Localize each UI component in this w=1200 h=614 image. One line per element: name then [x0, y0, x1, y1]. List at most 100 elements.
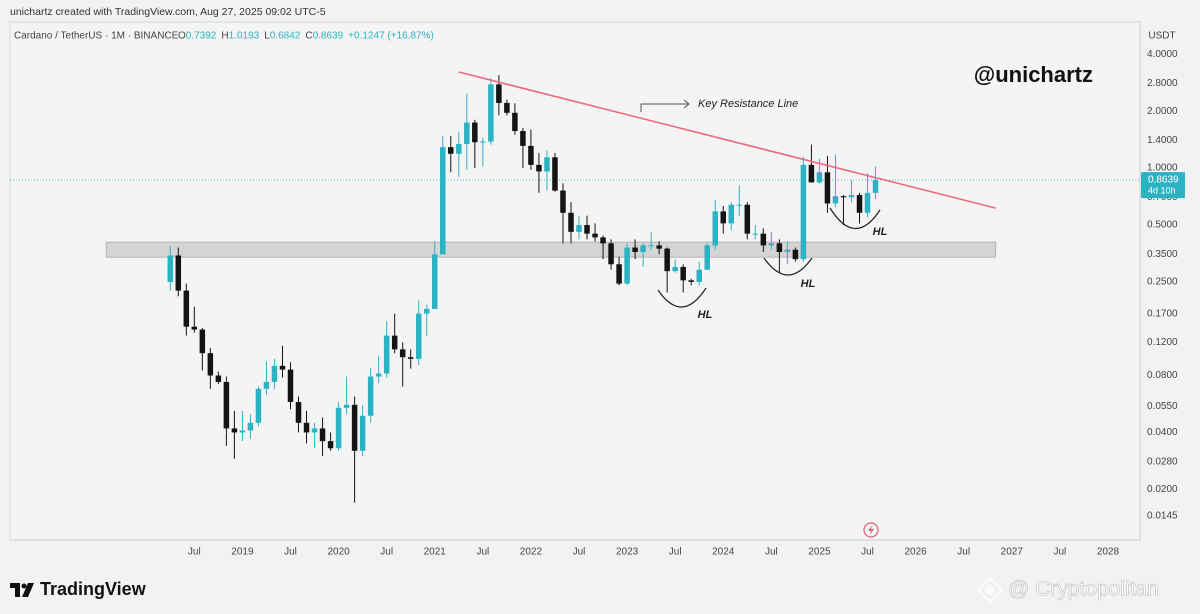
candle	[768, 231, 775, 250]
x-tick-label: 2027	[1001, 547, 1024, 558]
candle	[840, 195, 847, 225]
x-tick-label: Jul	[765, 547, 778, 558]
candle	[480, 137, 486, 167]
candle	[375, 355, 382, 384]
candle-body	[407, 357, 414, 359]
candle-body	[776, 243, 783, 252]
candle-body	[528, 145, 534, 165]
candle	[872, 166, 879, 200]
candle-body	[840, 196, 847, 198]
candle-body	[512, 112, 518, 132]
candle-body	[440, 147, 446, 255]
candle	[407, 349, 414, 369]
candle	[183, 283, 190, 336]
candle	[488, 78, 494, 145]
y-unit: USDT	[1148, 31, 1175, 42]
candle	[624, 243, 630, 286]
candle	[255, 386, 262, 427]
candle-body	[319, 428, 326, 442]
x-tick-label: Jul	[188, 547, 201, 558]
candle-body	[744, 204, 751, 234]
candle	[383, 321, 390, 378]
candle	[415, 300, 422, 365]
candle-body	[656, 245, 662, 249]
candle-body	[552, 157, 558, 191]
legend-value: +0.1247 (+16.87%)	[348, 31, 434, 42]
y-tick-label: 0.3500	[1147, 249, 1178, 260]
legend-key: C	[305, 31, 312, 42]
hl-arc	[829, 207, 881, 229]
candle	[263, 361, 270, 396]
candle	[472, 119, 478, 169]
candle-body	[792, 249, 799, 260]
candle-body	[728, 204, 735, 224]
candle-body	[472, 122, 478, 143]
candle	[640, 243, 646, 267]
x-tick-label: 2020	[327, 547, 350, 558]
x-tick-label: 2021	[424, 547, 447, 558]
candle	[744, 202, 751, 240]
candle-body	[303, 422, 310, 433]
candle-body	[423, 308, 430, 314]
candle	[672, 259, 678, 273]
candle-body	[824, 172, 831, 204]
y-tick-label: 1.0000	[1147, 163, 1178, 174]
candle-body	[415, 313, 422, 359]
candle	[552, 153, 558, 192]
y-tick-label: 0.0145	[1147, 510, 1178, 521]
candle-body	[600, 237, 606, 244]
candle-body	[768, 243, 775, 246]
x-tick-label: 2023	[616, 547, 639, 558]
candle-body	[640, 245, 646, 252]
candle-body	[808, 164, 815, 183]
candle	[568, 202, 574, 244]
candle	[391, 313, 398, 354]
candle	[223, 376, 230, 446]
candle	[616, 256, 622, 286]
candle-body	[800, 164, 807, 260]
candle-body	[520, 131, 526, 146]
candle-body	[239, 430, 246, 433]
y-tick-label: 4.0000	[1147, 49, 1178, 60]
candle-body	[263, 381, 270, 389]
candle-body	[343, 404, 350, 408]
candle-body	[624, 247, 630, 284]
price-label-box	[1141, 172, 1185, 199]
candle	[632, 239, 638, 260]
candle-body	[383, 335, 390, 374]
candle-body	[696, 269, 702, 282]
candle-body	[327, 441, 334, 449]
candle-body	[367, 376, 374, 416]
candle-body	[752, 233, 759, 235]
countdown: 4d 10h	[1148, 185, 1176, 195]
symbol: Cardano / TetherUS · 1M · BINANCE	[14, 31, 179, 42]
candle	[728, 202, 735, 231]
candle	[648, 231, 654, 250]
candle	[351, 396, 358, 503]
candle-body	[584, 224, 590, 234]
candle	[327, 432, 334, 451]
candle	[688, 278, 694, 286]
candle	[520, 127, 526, 169]
candle-body	[608, 243, 614, 265]
candle-body	[311, 428, 318, 433]
candle	[664, 247, 670, 293]
candle	[792, 247, 799, 262]
candle	[576, 215, 582, 240]
legend-key: L	[264, 31, 270, 42]
candle	[440, 135, 446, 255]
candle-body	[432, 254, 438, 309]
candle	[464, 93, 470, 170]
candle	[720, 206, 727, 234]
x-tick-label: 2019	[231, 547, 254, 558]
candle-body	[448, 147, 454, 154]
candle	[456, 132, 462, 177]
x-tick-label: Jul	[476, 547, 489, 558]
candle	[423, 304, 430, 336]
legend-value: 0.6842	[270, 31, 301, 42]
legend-key: H	[221, 31, 228, 42]
candle-body	[359, 415, 366, 451]
candle	[319, 417, 326, 457]
candle	[560, 183, 566, 244]
